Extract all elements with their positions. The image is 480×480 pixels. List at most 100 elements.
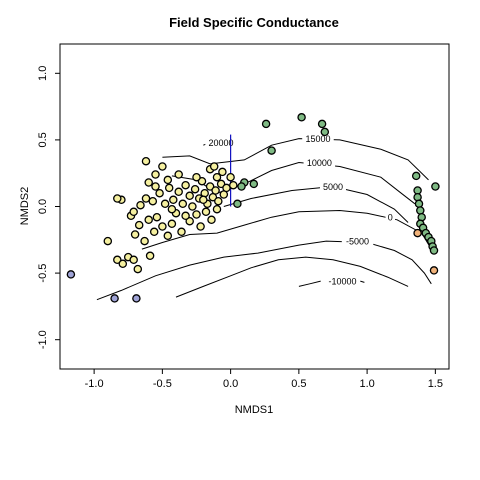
contour-line	[298, 280, 321, 287]
contour-label: 0	[388, 213, 393, 223]
data-point	[132, 294, 141, 303]
data-point	[145, 251, 155, 261]
y-axis-label: NMDS2	[19, 187, 31, 226]
x-tick-label: -1.0	[85, 378, 104, 390]
data-point	[158, 162, 167, 171]
y-tick-label: -1.0	[37, 330, 49, 349]
y-tick-label: 1.0	[37, 66, 49, 81]
data-point	[229, 180, 238, 190]
contour-line	[175, 256, 409, 298]
x-tick-label: 0.0	[223, 378, 238, 390]
contour-label-bg	[319, 180, 346, 192]
contour-line	[162, 138, 429, 181]
data-point	[158, 222, 167, 231]
data-point	[163, 175, 173, 185]
data-point	[201, 207, 211, 217]
contour-label-bg	[385, 211, 396, 223]
data-point	[197, 176, 207, 186]
data-point	[113, 194, 122, 203]
data-point	[140, 236, 149, 246]
data-point	[431, 182, 440, 191]
data-point	[205, 182, 215, 191]
data-point	[416, 206, 425, 215]
data-point	[167, 204, 177, 214]
data-point	[174, 187, 183, 197]
contour-line	[141, 209, 432, 250]
data-point	[151, 182, 160, 191]
data-point	[133, 264, 143, 274]
y-tick-label: 0.0	[37, 199, 49, 214]
data-point	[429, 266, 439, 275]
data-point	[141, 156, 151, 166]
data-point	[151, 170, 160, 179]
contour-label-bg	[302, 132, 334, 144]
data-point	[160, 199, 170, 209]
data-point	[129, 207, 138, 217]
data-point	[413, 228, 422, 238]
data-point	[429, 246, 439, 255]
contour-label: -5000	[346, 237, 369, 247]
data-point	[212, 172, 222, 182]
data-point	[199, 195, 208, 205]
contour-label-bg	[303, 156, 336, 168]
data-point	[136, 200, 145, 210]
data-point	[152, 212, 162, 222]
y-tick-label: -0.5	[37, 264, 49, 283]
data-point	[192, 210, 201, 219]
data-point	[181, 180, 190, 190]
data-point	[207, 215, 216, 225]
data-point	[66, 270, 76, 279]
data-point	[192, 172, 201, 182]
data-point	[317, 119, 327, 129]
data-point	[148, 196, 158, 206]
x-axis-label: NMDS1	[235, 404, 274, 416]
chart-title: Field Specific Conductance	[169, 15, 339, 30]
x-tick-label: -0.5	[153, 378, 172, 390]
data-point	[233, 199, 242, 209]
contour-label: 20000	[209, 138, 234, 148]
data-point	[130, 230, 140, 239]
contour-label-bg	[341, 235, 374, 247]
data-point	[320, 127, 330, 137]
contour-line	[96, 240, 432, 301]
data-point	[267, 146, 276, 155]
data-point	[414, 199, 424, 209]
data-point	[164, 183, 174, 193]
data-point	[411, 171, 421, 181]
data-point	[209, 162, 219, 171]
contour-layer: 20000 15000 10000 5000 0 -5000 -10000	[96, 132, 432, 301]
data-point	[103, 236, 113, 246]
data-point	[167, 219, 177, 229]
data-point	[118, 259, 128, 269]
data-point	[211, 186, 220, 195]
data-point	[178, 199, 188, 209]
data-point	[177, 227, 186, 237]
data-point	[129, 255, 138, 265]
x-tick-label: 1.5	[428, 378, 443, 390]
x-tick-label: 0.5	[291, 378, 306, 390]
plot-frame	[59, 43, 450, 370]
y-axis: -1.0 -0.5 0.0 0.5 1.0	[37, 66, 60, 349]
data-point	[144, 178, 153, 187]
data-point	[190, 184, 200, 194]
data-point	[188, 202, 197, 211]
data-point	[149, 227, 159, 237]
contour-label: 5000	[323, 182, 343, 192]
data-point	[110, 294, 119, 303]
data-point	[196, 222, 205, 231]
contour-line	[223, 185, 409, 223]
data-point	[297, 113, 306, 122]
data-point	[113, 255, 122, 265]
data-point	[181, 211, 190, 221]
data-point	[174, 170, 183, 179]
data-point	[155, 188, 164, 198]
data-point	[141, 194, 151, 203]
data-point	[163, 231, 173, 241]
data-point	[249, 179, 259, 189]
x-axis: -1.0 -0.5 0.0 0.5 1.0 1.5	[85, 369, 443, 390]
data-point	[237, 182, 246, 191]
points-layer	[66, 113, 440, 303]
data-point	[144, 215, 153, 225]
data-point	[222, 183, 231, 193]
